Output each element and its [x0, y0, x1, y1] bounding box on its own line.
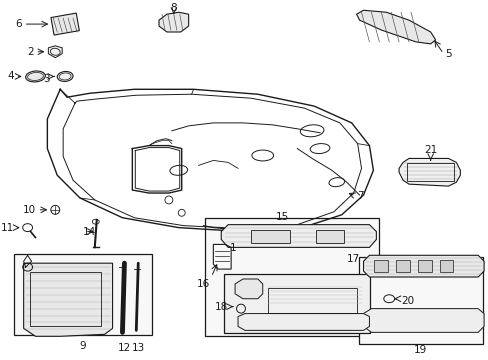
Text: 7: 7 [357, 191, 364, 201]
Text: 2: 2 [27, 47, 34, 57]
Ellipse shape [57, 72, 73, 81]
Text: 5: 5 [445, 49, 451, 59]
Text: 21: 21 [423, 145, 436, 156]
Text: 18: 18 [215, 302, 228, 312]
Text: 17: 17 [346, 254, 360, 264]
Polygon shape [363, 309, 483, 332]
Bar [205, 218, 379, 336]
Bar [51, 13, 79, 35]
Text: 8: 8 [170, 3, 177, 13]
Text: 15: 15 [275, 212, 288, 222]
Text: 14: 14 [83, 226, 96, 237]
Bar [395, 260, 409, 272]
Polygon shape [238, 314, 369, 330]
Text: 12: 12 [118, 343, 131, 353]
Polygon shape [363, 255, 483, 277]
Text: 6: 6 [15, 19, 21, 29]
Text: 20: 20 [400, 296, 413, 306]
Text: 4: 4 [7, 71, 14, 81]
Text: 9: 9 [80, 341, 86, 351]
Polygon shape [356, 10, 435, 44]
Bar [250, 230, 290, 243]
Polygon shape [398, 158, 459, 186]
Bar [315, 230, 343, 243]
Bar [439, 260, 452, 272]
Text: 13: 13 [131, 343, 144, 353]
Bar [267, 288, 356, 313]
Text: 19: 19 [413, 345, 427, 355]
Polygon shape [159, 12, 188, 32]
Bar [417, 260, 431, 272]
Polygon shape [235, 279, 262, 299]
Text: 1: 1 [229, 243, 236, 253]
Bar [29, 271, 101, 326]
Bar [358, 257, 482, 344]
Bar [14, 254, 152, 335]
Text: 3: 3 [42, 75, 49, 84]
Bar [224, 274, 370, 333]
Bar [374, 260, 387, 272]
Bar [406, 163, 453, 181]
Polygon shape [48, 46, 62, 58]
Text: 11: 11 [0, 222, 14, 233]
Polygon shape [23, 263, 112, 336]
Text: 10: 10 [22, 205, 36, 215]
Polygon shape [221, 225, 376, 247]
Ellipse shape [25, 71, 45, 82]
Text: 16: 16 [197, 279, 210, 289]
